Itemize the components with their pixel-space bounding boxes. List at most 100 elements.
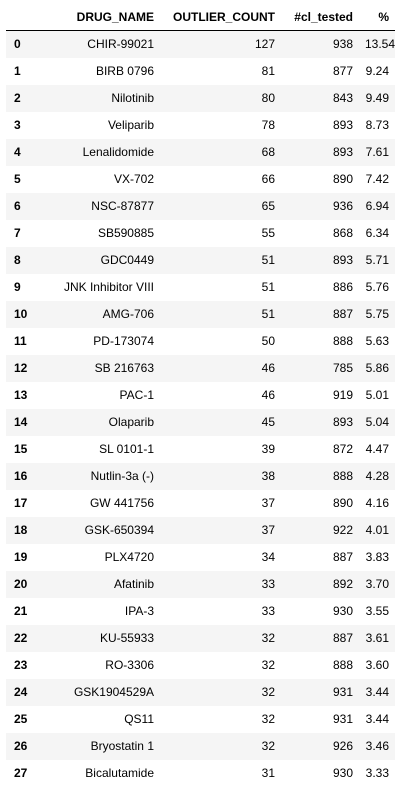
table-row: 5 VX-702 66 890 7.42: [6, 166, 395, 193]
row-index: 18: [14, 523, 28, 537]
cell-drug-name: Olaparib: [108, 415, 154, 429]
cell-percent: 3.44: [365, 712, 389, 726]
cell-drug-name: Veliparib: [107, 118, 154, 132]
cell-cl-tested: 890: [332, 172, 353, 186]
cell-percent: 3.61: [365, 631, 389, 645]
cell-drug-name: PD-173074: [93, 334, 154, 348]
cell-outlier-count: 51: [261, 280, 275, 294]
cell-percent: 3.70: [365, 577, 389, 591]
cell-percent: 3.83: [365, 550, 389, 564]
cell-cl-tested: 843: [332, 91, 353, 105]
cell-percent: 5.71: [365, 253, 389, 267]
cell-drug-name: PAC-1: [119, 388, 154, 402]
cell-cl-tested: 886: [332, 280, 353, 294]
column-header-outlier-count: OUTLIER_COUNT: [160, 4, 281, 31]
row-index: 21: [14, 604, 28, 618]
table-row: 13 PAC-1 46 919 5.01: [6, 382, 395, 409]
cell-cl-tested: 887: [332, 550, 353, 564]
cell-percent: 6.34: [365, 226, 389, 240]
cell-cl-tested: 890: [332, 496, 353, 510]
table-body: 0 CHIR-99021 127 938 13.54 1 BIRB 0796 81 877 9.2…: [6, 30, 395, 787]
row-index: 26: [14, 739, 28, 753]
cell-cl-tested: 919: [332, 388, 353, 402]
table-row: 27 Bicalutamide 31 930 3.33: [6, 760, 395, 787]
table-row: 22 KU-55933 32 887 3.61: [6, 625, 395, 652]
cell-outlier-count: 68: [261, 145, 275, 159]
cell-drug-name: Nutlin-3a (-): [90, 469, 154, 483]
cell-percent: 3.33: [365, 766, 389, 780]
cell-percent: 5.75: [365, 307, 389, 321]
row-index: 23: [14, 658, 28, 672]
table-row: 6 NSC-87877 65 936 6.94: [6, 193, 395, 220]
cell-drug-name: Nilotinib: [111, 91, 154, 105]
cell-outlier-count: 32: [261, 712, 275, 726]
cell-drug-name: SB590885: [97, 226, 154, 240]
row-index: 22: [14, 631, 28, 645]
table-row: 10 AMG-706 51 887 5.75: [6, 301, 395, 328]
cell-percent: 5.04: [365, 415, 389, 429]
cell-drug-name: PLX4720: [104, 550, 154, 564]
table-row: 18 GSK-650394 37 922 4.01: [6, 517, 395, 544]
cell-percent: 6.94: [365, 199, 389, 213]
header-row: DRUG_NAME OUTLIER_COUNT #cl_tested %: [6, 4, 395, 31]
cell-percent: 8.73: [365, 118, 389, 132]
table-row: 11 PD-173074 50 888 5.63: [6, 328, 395, 355]
table-row: 17 GW 441756 37 890 4.16: [6, 490, 395, 517]
row-index: 7: [14, 226, 21, 240]
cell-outlier-count: 39: [261, 442, 275, 456]
cell-outlier-count: 80: [261, 91, 275, 105]
row-index: 24: [14, 685, 28, 699]
cell-drug-name: BIRB 0796: [95, 64, 154, 78]
cell-drug-name: GSK-650394: [84, 523, 154, 537]
cell-cl-tested: 893: [332, 253, 353, 267]
cell-outlier-count: 37: [261, 496, 275, 510]
cell-drug-name: QS11: [124, 712, 154, 726]
row-index: 16: [14, 469, 28, 483]
row-index: 2: [14, 91, 21, 105]
cell-outlier-count: 32: [261, 739, 275, 753]
cell-outlier-count: 34: [261, 550, 275, 564]
cell-outlier-count: 55: [261, 226, 275, 240]
row-index: 12: [14, 361, 28, 375]
cell-outlier-count: 81: [261, 64, 275, 78]
cell-cl-tested: 930: [332, 604, 353, 618]
row-index: 6: [14, 199, 21, 213]
cell-percent: 4.28: [365, 469, 389, 483]
cell-cl-tested: 888: [332, 658, 353, 672]
cell-percent: 4.01: [365, 523, 389, 537]
cell-drug-name: GW 441756: [89, 496, 154, 510]
cell-drug-name: SB 216763: [94, 361, 154, 375]
cell-cl-tested: 892: [332, 577, 353, 591]
cell-drug-name: GSK1904529A: [73, 685, 154, 699]
cell-percent: 7.61: [365, 145, 389, 159]
table-row: 7 SB590885 55 868 6.34: [6, 220, 395, 247]
table-row: 3 Veliparib 78 893 8.73: [6, 112, 395, 139]
cell-percent: 9.49: [365, 91, 389, 105]
row-index: 3: [14, 118, 21, 132]
cell-outlier-count: 51: [261, 307, 275, 321]
cell-cl-tested: 877: [332, 64, 353, 78]
cell-drug-name: Bryostatin 1: [90, 739, 154, 753]
row-index: 1: [14, 64, 21, 78]
table-row: 24 GSK1904529A 32 931 3.44: [6, 679, 395, 706]
table-row: 2 Nilotinib 80 843 9.49: [6, 85, 395, 112]
cell-percent: 7.42: [365, 172, 389, 186]
column-header-drug-name: DRUG_NAME: [50, 4, 160, 31]
cell-outlier-count: 33: [261, 577, 275, 591]
table-row: 25 QS11 32 931 3.44: [6, 706, 395, 733]
table-row: 14 Olaparib 45 893 5.04: [6, 409, 395, 436]
cell-outlier-count: 66: [261, 172, 275, 186]
outlier-table: DRUG_NAME OUTLIER_COUNT #cl_tested % 0 CH…: [6, 4, 395, 787]
cell-percent: 3.60: [365, 658, 389, 672]
cell-outlier-count: 32: [261, 658, 275, 672]
cell-outlier-count: 46: [261, 361, 275, 375]
row-index: 27: [14, 766, 28, 780]
cell-cl-tested: 785: [332, 361, 353, 375]
cell-percent: 9.24: [365, 64, 389, 78]
cell-outlier-count: 38: [261, 469, 275, 483]
row-index: 14: [14, 415, 28, 429]
cell-cl-tested: 893: [332, 145, 353, 159]
cell-drug-name: Lenalidomide: [82, 145, 154, 159]
cell-drug-name: Afatinib: [113, 577, 154, 591]
